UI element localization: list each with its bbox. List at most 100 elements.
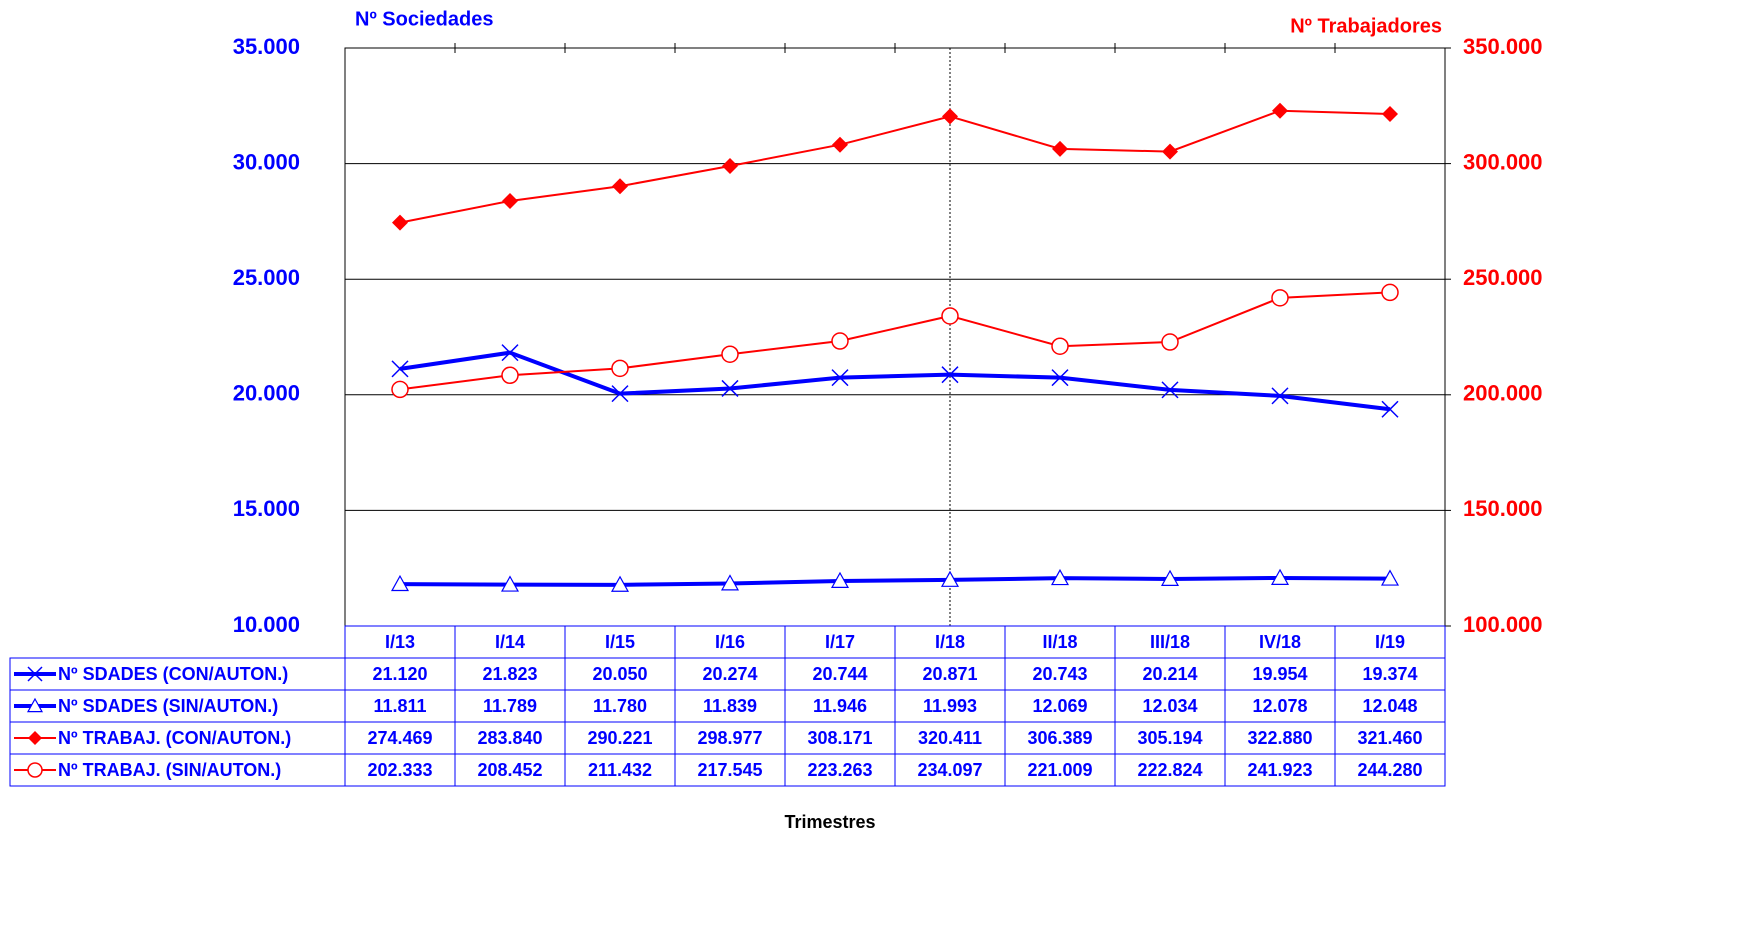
marker: [27, 762, 43, 778]
data-label: 20.050: [592, 664, 647, 684]
y2-tick-label: 300.000: [1463, 149, 1543, 174]
data-label: 283.840: [477, 728, 542, 748]
legend-label: Nº SDADES (CON/AUTON.): [58, 664, 288, 684]
marker: [391, 380, 409, 399]
x-title: Trimestres: [784, 812, 875, 832]
y-tick-label: 30.000: [233, 149, 300, 174]
marker: [1272, 102, 1288, 119]
data-label: 222.824: [1137, 760, 1202, 780]
plot-frame: [344, 47, 1446, 627]
marker: [390, 574, 410, 592]
data-label: 274.469: [367, 728, 432, 748]
marker: [502, 192, 518, 209]
y-tick-label: 35.000: [233, 34, 300, 59]
data-label: 11.946: [813, 696, 867, 716]
marker: [611, 359, 629, 378]
data-label: 221.009: [1027, 760, 1092, 780]
marker: [721, 345, 739, 363]
marker: [722, 157, 738, 174]
data-label: 298.977: [697, 728, 762, 748]
marker: [1050, 568, 1070, 586]
x-tick-label: II/18: [1042, 632, 1077, 652]
marker: [832, 136, 848, 153]
data-label: 20.744: [812, 664, 867, 684]
marker: [612, 178, 628, 195]
data-label: 290.221: [587, 728, 652, 748]
marker: [27, 666, 43, 682]
x-tick-label: I/17: [825, 632, 855, 652]
data-label: 306.389: [1027, 728, 1092, 748]
marker: [1382, 105, 1398, 122]
data-label: 20.214: [1142, 664, 1197, 684]
data-label: 321.460: [1357, 728, 1422, 748]
y2-tick-label: 200.000: [1463, 381, 1543, 406]
x-tick-label: I/16: [715, 632, 745, 652]
data-label: 244.280: [1357, 760, 1422, 780]
marker: [1270, 568, 1290, 585]
data-label: 20.743: [1032, 664, 1087, 684]
data-label: 322.880: [1247, 728, 1312, 748]
y-title: Nº Sociedades: [355, 8, 493, 30]
marker: [940, 570, 960, 587]
marker: [941, 366, 959, 384]
data-label: 223.263: [807, 760, 872, 780]
data-label: 19.374: [1362, 664, 1417, 684]
marker: [720, 574, 740, 591]
x-tick-label: I/18: [935, 632, 965, 652]
series-line: [399, 575, 1391, 587]
marker: [1051, 337, 1069, 355]
marker: [1160, 569, 1180, 586]
data-label: 11.789: [483, 696, 537, 716]
data-label: 21.823: [482, 664, 537, 684]
marker: [392, 214, 408, 231]
data-label: 11.811: [373, 696, 426, 716]
marker: [1380, 569, 1400, 586]
marker: [500, 575, 520, 592]
marker: [26, 697, 44, 713]
marker: [1052, 140, 1068, 157]
legend-label: Nº TRABAJ. (SIN/AUTON.): [58, 760, 281, 780]
data-label: 12.078: [1252, 696, 1307, 716]
y2-tick-label: 350.000: [1463, 34, 1543, 59]
marker: [1162, 143, 1178, 160]
y2-tick-label: 250.000: [1463, 265, 1543, 290]
series-line: [399, 291, 1391, 391]
legend-label: Nº SDADES (SIN/AUTON.): [58, 696, 278, 716]
data-label: 20.274: [702, 664, 757, 684]
y-tick-label: 20.000: [233, 381, 300, 406]
marker: [1051, 369, 1069, 387]
series-line: [399, 350, 1391, 412]
marker: [831, 332, 849, 350]
marker: [610, 575, 630, 592]
data-label: 208.452: [477, 760, 542, 780]
y-tick-label: 15.000: [233, 496, 300, 521]
data-label: 11.993: [923, 696, 977, 716]
data-label: 12.034: [1142, 696, 1197, 716]
marker: [941, 307, 959, 325]
y2-tick-label: 150.000: [1463, 496, 1543, 521]
marker: [1381, 283, 1399, 302]
marker: [721, 379, 739, 397]
marker: [1271, 289, 1289, 307]
y2-tick-label: 100.000: [1463, 612, 1543, 637]
data-label: 11.780: [593, 696, 647, 716]
series-line: [399, 109, 1391, 224]
marker: [1271, 387, 1289, 405]
marker: [501, 344, 519, 362]
data-label: 217.545: [697, 760, 762, 780]
marker: [942, 108, 958, 125]
marker: [28, 731, 42, 745]
x-tick-label: III/18: [1150, 632, 1190, 652]
y-tick-label: 10.000: [233, 612, 300, 637]
data-label: 211.432: [588, 760, 652, 780]
x-tick-label: I/19: [1375, 632, 1405, 652]
x-tick-label: I/13: [385, 632, 415, 652]
marker: [830, 571, 850, 589]
data-label: 202.333: [367, 760, 432, 780]
marker: [501, 366, 519, 385]
data-label: 12.069: [1032, 696, 1087, 716]
marker: [391, 360, 409, 378]
data-label: 21.120: [372, 664, 427, 684]
x-tick-label: I/15: [605, 632, 635, 652]
